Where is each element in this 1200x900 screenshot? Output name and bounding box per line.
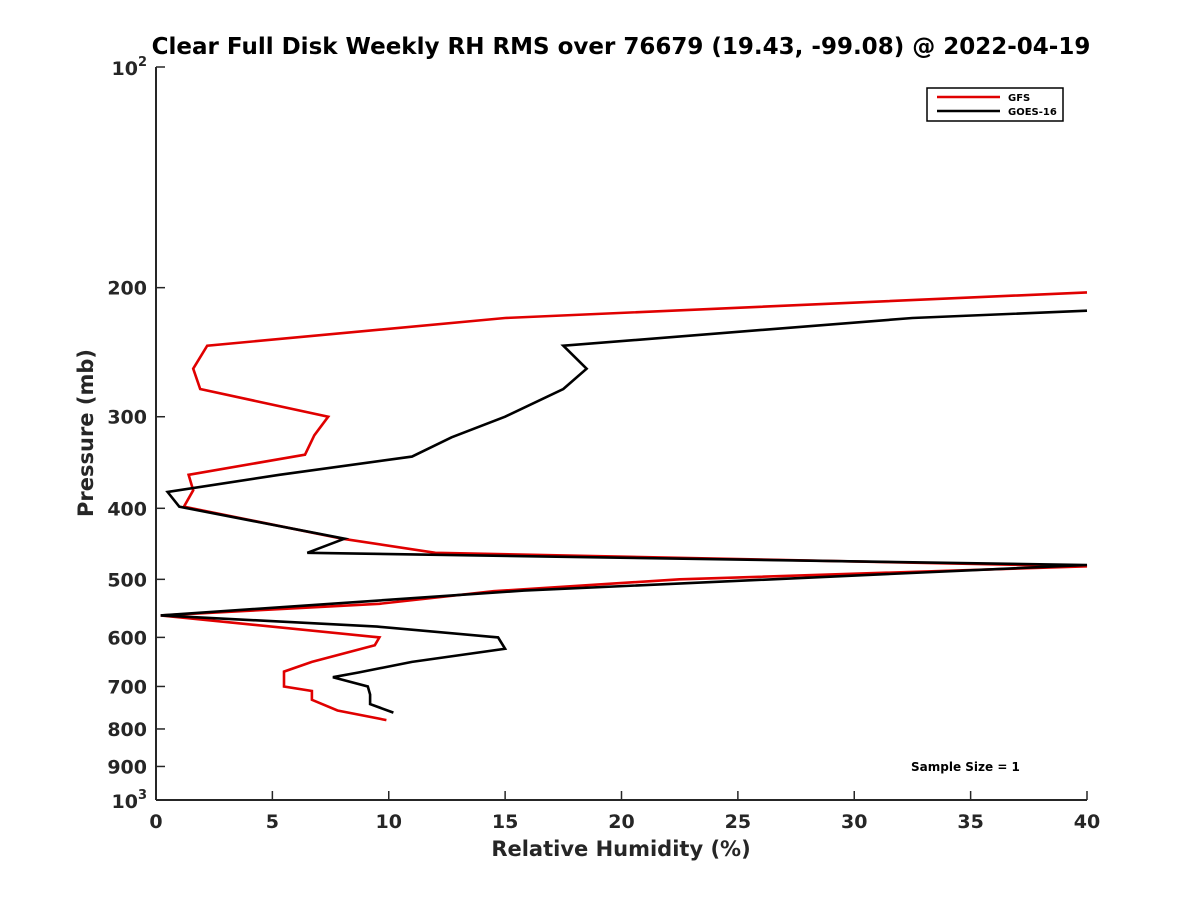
x-tick-label: 30: [841, 811, 867, 833]
x-axis-label: Relative Humidity (%): [491, 837, 750, 861]
y-tick-label: 700: [107, 676, 147, 698]
series-line-gfs: [160, 291, 1088, 722]
x-tick-label: 20: [608, 811, 634, 833]
legend-label-goes16: GOES-16: [1008, 107, 1057, 118]
x-tick-label: 5: [266, 811, 279, 833]
legend-label-gfs: GFS: [1008, 93, 1030, 104]
x-tick-label: 0: [149, 811, 162, 833]
y-tick-label-exponent: 103: [112, 788, 148, 813]
y-axis-ticks: 200 300 400 500 600 700 800 900 102 103: [107, 55, 165, 813]
x-tick-label: 15: [492, 811, 518, 833]
x-tick-label: 40: [1074, 811, 1100, 833]
sample-size-annotation: Sample Size = 1: [911, 760, 1020, 774]
y-tick-label: 500: [107, 569, 147, 591]
y-tick-label: 600: [107, 627, 147, 649]
y-tick-label: 800: [107, 719, 147, 741]
series-layer: [160, 291, 1088, 722]
legend-box: [926, 87, 1064, 122]
legend: GFS GOES-16: [926, 87, 1064, 122]
series-line-goes-16: [160, 309, 1088, 714]
x-tick-label: 35: [957, 811, 983, 833]
y-tick-label-exponent: 102: [112, 55, 148, 80]
chart-title: Clear Full Disk Weekly RH RMS over 76679…: [152, 34, 1091, 60]
y-tick-label: 300: [107, 407, 147, 429]
y-tick-label: 900: [107, 756, 147, 778]
y-tick-label: 400: [107, 498, 147, 520]
x-tick-label: 25: [725, 811, 751, 833]
x-tick-label: 10: [376, 811, 402, 833]
x-axis-ticks: 0 5 10 15 20 25 30 35 40: [149, 791, 1100, 833]
y-axis-label: Pressure (mb): [74, 349, 98, 517]
y-tick-label: 200: [107, 278, 147, 300]
